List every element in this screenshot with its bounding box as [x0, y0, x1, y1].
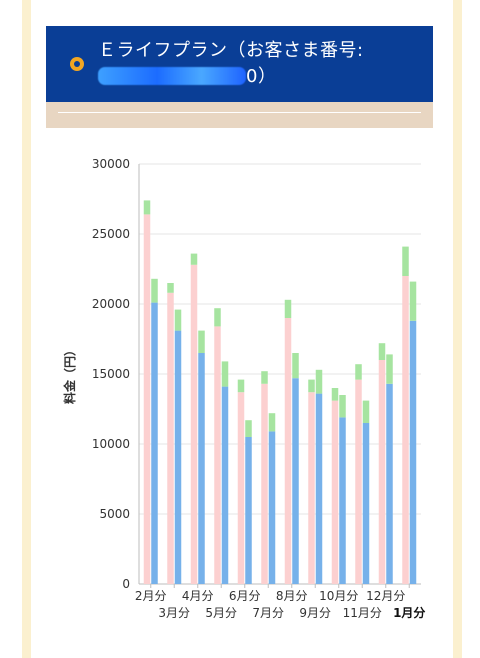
bar-segment-pink: [190, 264, 198, 584]
bar-segment-green: [143, 200, 151, 215]
bar-segment-pink: [167, 292, 174, 584]
x-tick-label: 2月分: [135, 589, 167, 603]
x-tick-label: 3月分: [158, 606, 190, 620]
bar-segment-blue: [292, 378, 299, 584]
y-tick-label: 30000: [92, 157, 130, 171]
bar-segment-green: [245, 420, 252, 437]
plan-panel: Ｅライフプラン（お客さま番号: 0）: [46, 26, 433, 128]
plan-title: Ｅライフプラン（お客さま番号: 0）: [98, 38, 398, 90]
x-tick-label: 4月分: [182, 589, 214, 603]
x-tick-label: 9月分: [299, 606, 331, 620]
bar-segment-green: [268, 413, 276, 432]
bar-segment-blue: [245, 437, 252, 584]
bar-segment-green: [198, 330, 205, 353]
bar-segment-green: [261, 371, 268, 384]
x-tick-label: 5月分: [205, 606, 237, 620]
bar-segment-blue: [409, 320, 417, 584]
left-border-stripe: [22, 0, 31, 658]
bar-segment-green: [409, 281, 417, 321]
bar-segment-blue: [174, 330, 182, 584]
bar-segment-pink: [331, 400, 339, 584]
bar-segment-pink: [284, 318, 292, 584]
bar-segment-blue: [151, 302, 158, 584]
bar-segment-pink: [378, 360, 386, 584]
bar-segment-green: [386, 354, 393, 384]
header-underbar: [46, 102, 433, 128]
bar-segment-green: [378, 343, 386, 360]
bar-segment-green: [167, 283, 174, 293]
x-tick-label: 11月分: [343, 606, 382, 620]
bar-segment-blue: [221, 386, 229, 584]
bar-segment-blue: [362, 423, 370, 584]
bar-segment-green: [292, 353, 299, 379]
x-tick-label: 6月分: [229, 589, 261, 603]
x-tick-label: 1月分: [393, 605, 425, 620]
bar-segment-green: [151, 278, 158, 303]
bar-segment-green: [237, 379, 245, 393]
bar-segment-green: [284, 299, 292, 318]
bar-segment-pink: [214, 326, 221, 584]
x-tick-label: 8月分: [276, 589, 308, 603]
bar-segment-green: [308, 379, 315, 393]
bar-segment-green: [402, 246, 409, 276]
y-tick-label: 0: [122, 577, 130, 591]
bar-segment-blue: [198, 353, 205, 584]
redacted-number: [98, 67, 246, 85]
bar-segment-green: [339, 395, 346, 418]
bar-segment-blue: [268, 431, 276, 584]
bar-segment-green: [190, 253, 198, 265]
x-tick-label: 7月分: [252, 606, 284, 620]
y-tick-label: 15000: [92, 367, 130, 381]
bar-segment-green: [315, 369, 323, 394]
bar-segment-pink: [261, 383, 268, 584]
bar-segment-blue: [315, 393, 323, 584]
y-tick-label: 5000: [99, 507, 130, 521]
bar-segment-pink: [143, 214, 151, 584]
y-tick-label: 25000: [92, 227, 130, 241]
x-tick-label: 10月分: [319, 589, 358, 603]
circle-bullet-icon: [70, 57, 84, 71]
axis-layer: 0 5000 10000 15000 20000 25000 30000 2月分 3月分 4月分 5…: [92, 157, 426, 620]
bar-segment-green: [362, 400, 370, 423]
bar-segment-pink: [237, 392, 245, 584]
bar-segment-green: [221, 361, 229, 387]
x-tick-label: 12月分: [366, 589, 405, 603]
bar-segment-green: [355, 364, 362, 380]
bar-segment-green: [331, 388, 339, 401]
grid-layer: [139, 163, 421, 585]
bar-segment-pink: [308, 392, 315, 584]
bar-segment-pink: [402, 276, 409, 584]
bar-segment-blue: [386, 383, 393, 584]
underbar-line: [58, 112, 421, 113]
plan-title-suffix: 0）: [246, 66, 277, 87]
right-border-stripe: [453, 0, 462, 658]
bar-segment-green: [174, 309, 182, 331]
y-tick-label: 20000: [92, 297, 130, 311]
plan-title-prefix: Ｅライフプラン（お客さま番号:: [98, 40, 364, 61]
bar-segment-blue: [339, 417, 346, 584]
y-axis-label: 料金（円）: [62, 344, 77, 404]
bar-segment-green: [214, 308, 221, 327]
bar-layer: [143, 200, 417, 584]
bar-segment-pink: [355, 379, 362, 584]
plan-header[interactable]: Ｅライフプラン（お客さま番号: 0）: [46, 26, 433, 102]
y-tick-label: 10000: [92, 437, 130, 451]
